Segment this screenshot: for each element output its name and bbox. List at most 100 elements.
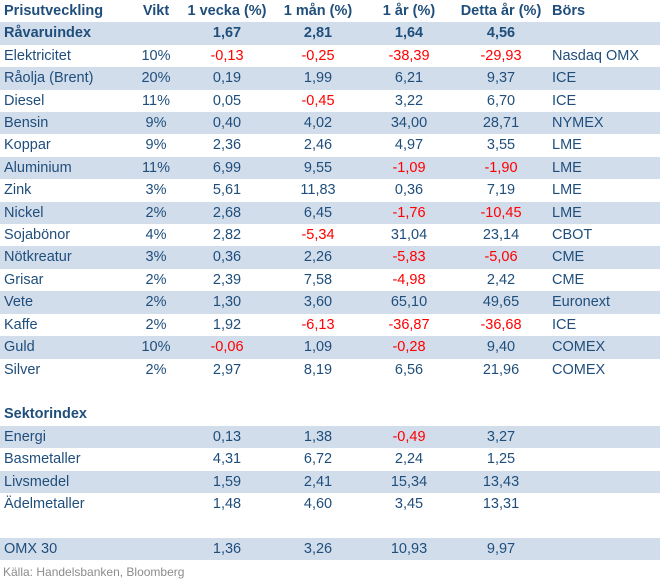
cell-week-pct: 1,92 (212, 316, 242, 333)
cell-ytd-pct: 1,25 (486, 451, 516, 468)
cell-year-pct: 65,10 (364, 291, 454, 314)
cell-year-pct: 6,21 (364, 67, 454, 90)
cell-week-pct: -0,13 (210, 47, 244, 64)
table-row: Bensin 9% 0,40 4,02 34,00 28,71 NYMEX (0, 112, 660, 135)
cell-name: Råolja (Brent) (0, 67, 130, 90)
cell-ytd-pct: 13,31 (482, 495, 520, 512)
cell-month-pct: -6,13 (301, 316, 335, 333)
cell-month-pct: 2,26 (272, 246, 364, 269)
cell-week-pct: 0,40 (182, 112, 272, 135)
cell-week-pct: 2,39 (212, 271, 242, 288)
cell-weight: 3% (130, 246, 182, 269)
cell-week-pct: 2,36 (212, 137, 242, 154)
cell-weight (130, 403, 182, 425)
table-row: Zink 3% 5,61 11,83 0,36 7,19 LME (0, 179, 660, 201)
column-header-name: Prisutveckling (4, 3, 104, 19)
cell-year-pct: 2,24 (394, 451, 424, 468)
cell-month-pct: 4,02 (272, 112, 364, 135)
cell-name: Råvaruindex (0, 22, 130, 45)
cell-name: Sojabönor (4, 227, 71, 244)
spacer-cell (0, 381, 660, 403)
table-row: Diesel 11% 0,05 -0,45 3,22 6,70 ICE (0, 90, 660, 112)
cell-month-pct: 1,38 (272, 425, 364, 449)
column-header-month-pct: 1 mån (%) (283, 3, 353, 19)
cell-name: Zink (4, 182, 32, 199)
cell-ytd-pct: 3,55 (486, 137, 516, 154)
table-row: Silver 2% 2,97 8,19 6,56 21,96 COMEX (0, 359, 660, 381)
cell-week-pct: 1,48 (212, 495, 242, 512)
cell-exchange: LME (552, 182, 582, 199)
cell-ytd-pct: 7,19 (486, 182, 516, 199)
cell-name: Elektricitet (4, 47, 71, 64)
cell-weight: 9% (130, 112, 182, 135)
cell-weight: 2% (145, 361, 167, 378)
cell-year-pct: -0,49 (364, 425, 454, 449)
cell-week-pct: 1,36 (182, 537, 272, 561)
cell-week-pct: 0,36 (182, 246, 272, 269)
cell-exchange: CBOT (552, 227, 593, 244)
cell-year-pct: 31,04 (390, 227, 428, 244)
cell-month-pct (272, 403, 364, 425)
column-header-week-pct: 1 vecka (%) (187, 3, 267, 19)
cell-exchange (548, 470, 660, 493)
cell-year-pct: 10,93 (364, 537, 454, 561)
table-row: Aluminium 11% 6,99 9,55 -1,09 -1,90 LME (0, 156, 660, 180)
cell-ytd-pct: 3,27 (454, 425, 548, 449)
table-row: Nötkreatur 3% 0,36 2,26 -5,83 -5,06 CME (0, 246, 660, 269)
cell-ytd-pct: -5,06 (454, 246, 548, 269)
cell-weight: 9% (145, 137, 167, 154)
cell-exchange: ICE (552, 316, 577, 333)
cell-month-pct: 9,55 (272, 156, 364, 180)
cell-name: Basmetaller (4, 451, 81, 468)
cell-name: Nötkreatur (0, 246, 130, 269)
cell-week-pct: 1,67 (182, 22, 272, 45)
cell-exchange: CME (552, 271, 585, 288)
cell-ytd-pct: -1,90 (454, 156, 548, 180)
cell-week-pct: -0,06 (182, 336, 272, 359)
cell-weight: 10% (130, 336, 182, 359)
cell-year-pct: -0,28 (364, 336, 454, 359)
cell-name: Aluminium (0, 156, 130, 180)
column-header-ytd-pct: Detta år (%) (460, 3, 542, 19)
cell-month-pct: 7,58 (303, 271, 333, 288)
cell-name: Sektorindex (4, 406, 87, 423)
cell-month-pct: -0,25 (301, 47, 335, 64)
cell-ytd-pct: 9,37 (454, 67, 548, 90)
cell-year-pct: -1,76 (364, 201, 454, 225)
cell-ytd-pct: -10,45 (454, 201, 548, 225)
table-row: Ädelmetaller 1,48 4,60 3,45 13,31 (0, 493, 660, 515)
cell-name: Kaffe (4, 316, 38, 333)
cell-exchange: ICE (552, 92, 577, 109)
cell-name: Nickel (0, 201, 130, 225)
cell-ytd-pct: 2,42 (486, 271, 516, 288)
cell-exchange: Euronext (548, 291, 660, 314)
cell-month-pct: 2,46 (303, 137, 333, 154)
cell-exchange: CME (548, 246, 660, 269)
cell-name: Guld (0, 336, 130, 359)
cell-name: Vete (0, 291, 130, 314)
cell-month-pct: 11,83 (300, 182, 336, 199)
cell-week-pct (182, 403, 272, 425)
cell-exchange (548, 403, 660, 425)
cell-weight (130, 537, 182, 561)
cell-year-pct: 3,22 (394, 92, 424, 109)
cell-year-pct: -1,09 (364, 156, 454, 180)
cell-year-pct: -5,83 (364, 246, 454, 269)
cell-week-pct: 6,99 (182, 156, 272, 180)
cell-name: Energi (0, 425, 130, 449)
table-row: Vete 2% 1,30 3,60 65,10 49,65 Euronext (0, 291, 660, 314)
cell-weight: 11% (142, 92, 170, 109)
cell-year-pct: 34,00 (364, 112, 454, 135)
table-row: Nickel 2% 2,68 6,45 -1,76 -10,45 LME (0, 201, 660, 225)
cell-year-pct: 4,97 (394, 137, 424, 154)
cell-name: Bensin (0, 112, 130, 135)
cell-exchange: ICE (548, 67, 660, 90)
table-row: Grisar 2% 2,39 7,58 -4,98 2,42 CME (0, 269, 660, 291)
cell-month-pct: -0,45 (301, 92, 335, 109)
source-note: Källa: Handelsbanken, Bloomberg (3, 565, 185, 580)
cell-month-pct: 3,26 (272, 537, 364, 561)
cell-week-pct: 1,30 (182, 291, 272, 314)
cell-name: Grisar (4, 271, 44, 288)
cell-month-pct: 3,60 (272, 291, 364, 314)
cell-ytd-pct: 6,70 (486, 92, 516, 109)
